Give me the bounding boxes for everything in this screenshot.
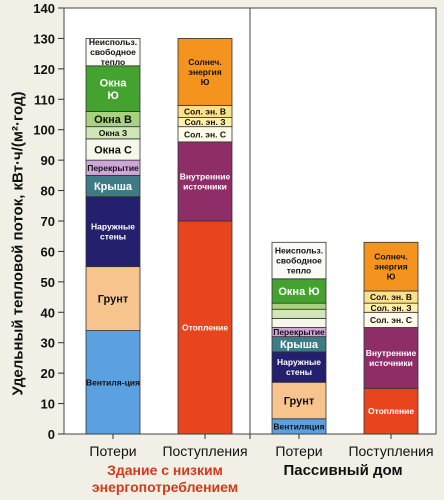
y-tick-label: 110 (34, 92, 55, 107)
y-tick-label: 50 (41, 275, 55, 290)
y-axis-label: Удельный тепловой поток, кВт·ч/(м²·год) (9, 91, 27, 396)
y-tick-label: 120 (33, 62, 55, 77)
segment-label: Наружные стены (277, 357, 321, 377)
group-label-low-energy: Здание с низким энергопотреблением (91, 462, 239, 495)
y-tick-label: 100 (33, 123, 55, 138)
segment-label: Сол. эн. З (184, 117, 225, 127)
bar-segment (363, 327, 419, 389)
bar-segment (363, 387, 419, 435)
bar-segment (271, 381, 327, 420)
segment-label: Грунт (98, 294, 129, 306)
segment-label: Солнеч. энергия Ю (374, 252, 408, 282)
segment-label: Отопление (368, 406, 414, 416)
segment-label: Отопление (182, 323, 228, 333)
segment-label: Окна В (94, 114, 132, 126)
bar-segment (85, 330, 141, 435)
bar-segment (363, 241, 419, 292)
y-tick-label: 130 (33, 31, 55, 46)
segment-label: Окна З (99, 128, 127, 138)
y-tick-label: 20 (41, 366, 55, 381)
y-tick-label: 140 (33, 1, 55, 16)
segment-label: Вентиля-ция (86, 377, 140, 387)
segment-label: Неиспольз. свободное тепло (275, 246, 323, 276)
segment-label: Крыша (280, 339, 319, 351)
y-tick-label: 10 (41, 397, 55, 412)
bar-segment (271, 278, 327, 304)
segment-label: Вентиляция (273, 421, 324, 431)
y-tick-label: 0 (48, 427, 55, 442)
bar-segment (271, 241, 327, 280)
segment-label: Сол. эн. С (370, 315, 412, 325)
y-tick-label: 60 (41, 244, 55, 259)
bar-segment (271, 351, 327, 383)
segment-label: Сол. эн. В (184, 107, 226, 117)
y-tick-label: 70 (41, 214, 55, 229)
y-tick-label: 40 (41, 305, 55, 320)
bar-segment (177, 38, 233, 106)
segment-label: Крыша (94, 181, 133, 193)
bar-category-label: Потери (275, 443, 322, 459)
segment-label: Сол. эн. С (184, 129, 226, 139)
segment-label: Перекрытие (273, 327, 325, 337)
segment-label: Окна Ю (100, 77, 128, 102)
segment-label: Наружные стены (91, 222, 135, 242)
bar-category-label: Потери (89, 443, 136, 459)
segment-label: Солнеч. энергия Ю (188, 57, 222, 87)
bar-category-label: Поступления (348, 443, 433, 459)
y-tick-label: 90 (41, 153, 55, 168)
segment-label: Перекрытие (87, 163, 139, 173)
segment-label: Сол. эн. З (370, 303, 411, 313)
bar-category-label: Поступления (162, 443, 247, 459)
y-tick-label: 80 (41, 184, 55, 199)
segment-label: Внутренние источники (180, 172, 231, 192)
segment-label: Сол. эн. В (370, 292, 412, 302)
bar-segment (271, 317, 327, 328)
bar-segment (85, 65, 141, 112)
segment-label: Неиспольз. свободное тепло (89, 37, 137, 67)
segment-label: Окна Ю (278, 286, 319, 298)
bar-segment (271, 302, 327, 310)
segment-label: Окна С (94, 144, 132, 156)
segment-label: Грунт (284, 395, 315, 407)
bar-segment (177, 141, 233, 222)
bar-segment (177, 220, 233, 435)
group-label-passive-house: Пассивный дом (283, 462, 403, 479)
bar-segment (85, 38, 141, 67)
bar-segment (271, 308, 327, 319)
segment-label: Внутренние источники (366, 348, 417, 368)
y-tick-label: 30 (41, 336, 55, 351)
